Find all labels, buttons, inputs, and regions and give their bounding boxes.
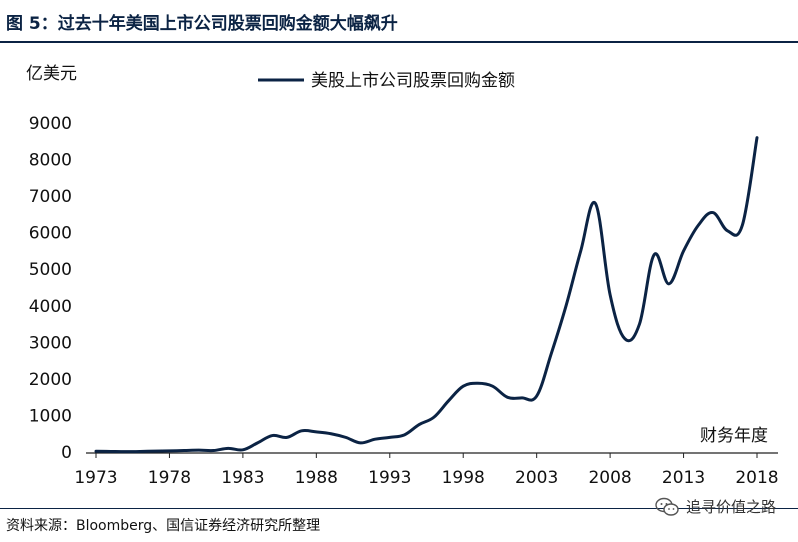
x-axis-label: 财务年度 — [700, 426, 768, 446]
y-tick-label: 7000 — [29, 187, 72, 207]
y-tick-label: 2000 — [29, 370, 72, 390]
series-group — [94, 136, 759, 454]
y-tick-label: 0 — [61, 443, 72, 463]
figure-header: 图 5：过去十年美国上市公司股票回购金额大幅飙升 — [0, 0, 798, 40]
y-tick-label: 8000 — [29, 151, 72, 171]
y-tick-label: 3000 — [29, 333, 72, 353]
x-tick-label: 1973 — [74, 468, 117, 488]
bottom-rule — [0, 508, 798, 509]
x-tick-label: 1993 — [368, 468, 411, 488]
x-tick-label: 1978 — [148, 468, 191, 488]
x-tick-label: 1998 — [442, 468, 485, 488]
legend: 美股上市公司股票回购金额 — [258, 71, 515, 91]
top-rule — [0, 41, 798, 43]
x-tick-label: 2008 — [588, 468, 631, 488]
y-tick-label: 4000 — [29, 297, 72, 317]
y-tick-label: 1000 — [29, 406, 72, 426]
series-line — [94, 136, 759, 454]
watermark-text: 追寻价值之路 — [685, 498, 776, 516]
wechat-icon — [655, 497, 679, 516]
x-axis: 1973 1978 1983 1988 1993 1998 2003 2008 2013 2018 — [74, 452, 779, 488]
source-note: 资料来源：Bloomberg、国信证券经济研究所整理 — [6, 518, 321, 534]
watermark: 追寻价值之路 — [654, 496, 776, 517]
y-tick-label: 6000 — [29, 224, 72, 244]
x-tick-label: 2018 — [735, 468, 778, 488]
x-tick-label: 2013 — [662, 468, 705, 488]
figure-title: 图 5：过去十年美国上市公司股票回购金额大幅飙升 — [6, 14, 398, 34]
legend-label: 美股上市公司股票回购金额 — [311, 71, 515, 91]
y-tick-label: 5000 — [29, 260, 72, 280]
y-tick-label: 9000 — [29, 114, 72, 134]
y-axis: 0 1000 2000 3000 4000 5000 6000 7000 8000 9000 — [29, 114, 72, 463]
x-tick-label: 1988 — [295, 468, 338, 488]
x-tick-label: 2003 — [515, 468, 558, 488]
y-axis-label: 亿美元 — [26, 64, 77, 84]
line-chart: 0 1000 2000 3000 4000 5000 6000 7000 8000 9000 19… — [26, 64, 779, 488]
x-tick-label: 1983 — [221, 468, 264, 488]
